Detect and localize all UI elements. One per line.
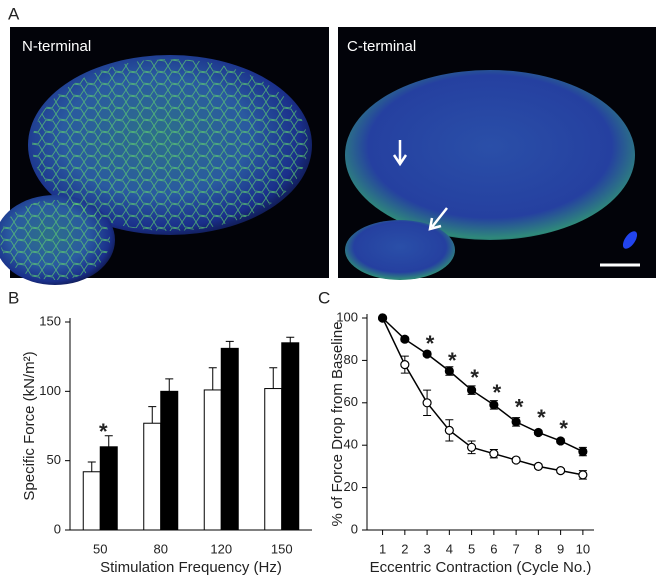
x-tick-label: 1 bbox=[379, 541, 386, 556]
image-caption: N-terminal bbox=[22, 38, 91, 55]
error-bar bbox=[104, 435, 113, 447]
data-point bbox=[377, 313, 388, 323]
y-tick-label: 80 bbox=[344, 352, 358, 367]
bar bbox=[160, 390, 179, 531]
y-tick-label: 100 bbox=[39, 383, 61, 398]
tissue bbox=[345, 70, 635, 240]
y-tick-label: 100 bbox=[336, 309, 358, 324]
significance-marker: * bbox=[448, 348, 457, 373]
data-point bbox=[422, 349, 432, 359]
bar bbox=[203, 389, 222, 531]
significance-marker: * bbox=[426, 331, 435, 356]
image-caption: C-terminal bbox=[347, 38, 416, 55]
data-point bbox=[400, 360, 410, 370]
y-tick-label: 60 bbox=[344, 394, 358, 409]
x-tick-label: 50 bbox=[93, 541, 107, 556]
error-bar bbox=[148, 406, 157, 424]
data-point bbox=[556, 436, 566, 446]
bar bbox=[220, 347, 239, 531]
x-axis-label: Stimulation Frequency (Hz) bbox=[100, 559, 282, 576]
error-bar bbox=[269, 367, 278, 389]
artifact bbox=[622, 231, 638, 249]
x-tick-label: 5 bbox=[468, 541, 475, 556]
series-line bbox=[381, 317, 584, 476]
significance-marker: * bbox=[493, 380, 502, 405]
arrow bbox=[428, 207, 448, 231]
x-tick-label: 9 bbox=[557, 541, 564, 556]
bar bbox=[264, 388, 283, 531]
x-tick-label: 10 bbox=[576, 541, 590, 556]
significance-marker: * bbox=[537, 405, 546, 430]
bar bbox=[281, 342, 300, 531]
cell-membranes bbox=[0, 200, 110, 280]
y-tick-label: 0 bbox=[351, 521, 358, 536]
tissue bbox=[345, 220, 455, 280]
panel-label: A bbox=[8, 4, 20, 23]
cell-membranes bbox=[32, 59, 308, 231]
data-point bbox=[511, 455, 521, 465]
data-point bbox=[578, 470, 588, 480]
panel-label: C bbox=[318, 288, 330, 307]
error-bar bbox=[87, 461, 96, 472]
data-point bbox=[466, 385, 477, 395]
y-tick-label: 50 bbox=[47, 452, 61, 467]
x-tick-label: 4 bbox=[446, 541, 453, 556]
x-tick-label: 80 bbox=[154, 541, 168, 556]
bar bbox=[99, 446, 118, 531]
error-bar bbox=[165, 378, 174, 392]
y-axis-label: Specific Force (kN/m²) bbox=[21, 351, 38, 500]
data-point bbox=[511, 417, 521, 427]
y-axis-label: % of Force Drop from Baseline bbox=[329, 321, 346, 526]
data-point bbox=[466, 442, 477, 452]
series-line bbox=[382, 317, 584, 453]
data-point bbox=[444, 366, 454, 376]
x-tick-label: 8 bbox=[535, 541, 542, 556]
y-tick-label: 20 bbox=[344, 479, 358, 494]
y-tick-label: 40 bbox=[344, 437, 358, 452]
x-tick-label: 120 bbox=[210, 541, 232, 556]
x-tick-label: 6 bbox=[490, 541, 497, 556]
y-tick-label: 150 bbox=[39, 313, 61, 328]
x-tick-label: 2 bbox=[401, 541, 408, 556]
x-axis-label: Eccentric Contraction (Cycle No.) bbox=[370, 559, 592, 576]
data-point bbox=[422, 398, 432, 408]
y-tick-label: 0 bbox=[54, 521, 61, 536]
data-point bbox=[556, 466, 566, 476]
significance-marker: * bbox=[559, 416, 568, 441]
x-tick-label: 150 bbox=[271, 541, 293, 556]
panel-label: B bbox=[8, 288, 19, 307]
data-point bbox=[444, 425, 454, 435]
data-point bbox=[533, 461, 543, 471]
data-point bbox=[533, 427, 543, 438]
bar bbox=[143, 422, 162, 531]
data-point bbox=[578, 446, 588, 457]
error-bar bbox=[225, 340, 234, 349]
x-tick-label: 3 bbox=[423, 541, 430, 556]
data-point bbox=[489, 449, 499, 459]
significance-marker: * bbox=[515, 395, 524, 420]
data-point bbox=[400, 334, 410, 344]
bar bbox=[82, 471, 101, 531]
arrow bbox=[392, 140, 408, 167]
significance-marker: * bbox=[99, 419, 108, 444]
error-bar bbox=[286, 336, 295, 343]
significance-marker: * bbox=[470, 365, 479, 390]
error-bar bbox=[208, 367, 217, 390]
data-point bbox=[489, 400, 499, 410]
x-tick-label: 7 bbox=[512, 541, 519, 556]
